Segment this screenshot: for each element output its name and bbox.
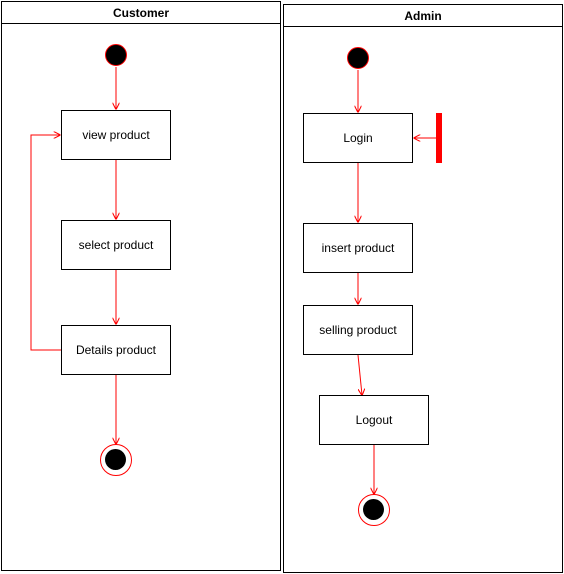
logout-label: Logout (355, 413, 393, 427)
customer-final-node-core (105, 449, 126, 470)
customer-lane-title: Customer (2, 2, 280, 24)
admin-lane-title: Admin (284, 5, 562, 27)
insert-product-label: insert product (321, 241, 395, 255)
edge-selling-to-logout (357, 354, 362, 395)
admin-fork-bar (436, 113, 442, 163)
admin-lane: Admin (283, 4, 563, 573)
select-product-action: select product (61, 220, 171, 270)
selling-product-action: selling product (303, 305, 413, 355)
logout-action: Logout (319, 395, 429, 445)
view-product-action: view product (61, 110, 171, 160)
details-product-label: Details product (75, 343, 157, 357)
view-product-label: view product (82, 128, 150, 142)
login-action: Login (303, 113, 413, 163)
edge-details-loop-to-view (30, 135, 61, 351)
admin-final-node (358, 494, 390, 526)
selling-product-label: selling product (319, 323, 397, 337)
details-product-action: Details product (61, 325, 171, 375)
customer-initial-node (105, 44, 127, 66)
admin-final-node-core (363, 499, 384, 520)
admin-initial-node (347, 47, 369, 69)
customer-lane: Customer (1, 1, 281, 571)
login-label: Login (343, 131, 373, 145)
select-product-label: select product (78, 238, 154, 252)
insert-product-action: insert product (303, 223, 413, 273)
customer-final-node (100, 444, 132, 476)
